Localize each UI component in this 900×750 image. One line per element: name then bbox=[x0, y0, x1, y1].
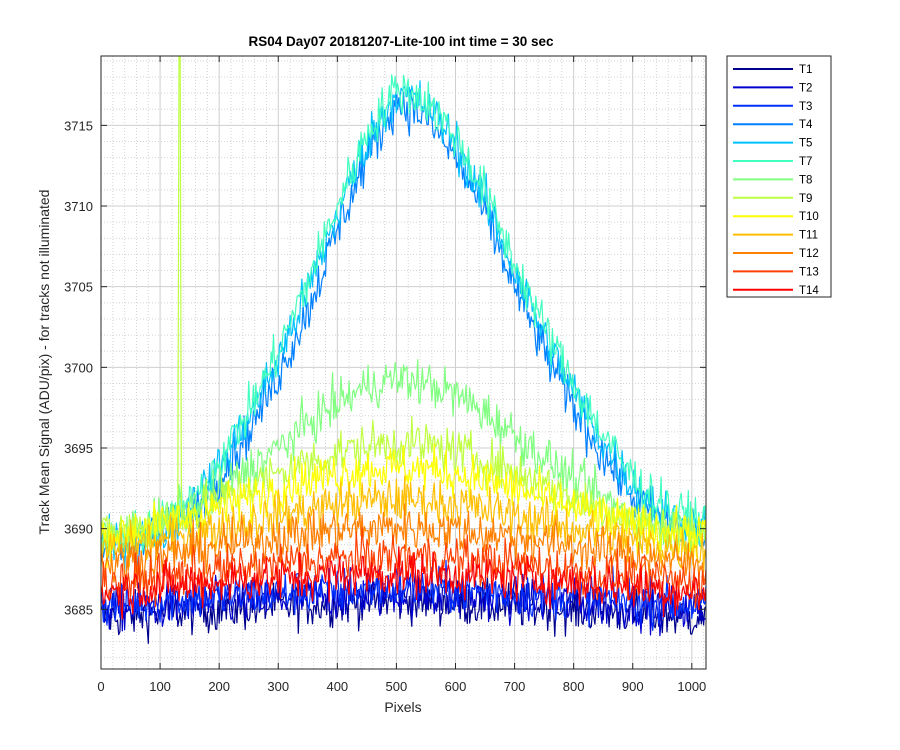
series-line-t11 bbox=[101, 475, 706, 573]
series-layer bbox=[101, 56, 706, 645]
y-tick-label: 3690 bbox=[64, 522, 93, 537]
x-tick-label: 100 bbox=[149, 679, 171, 694]
series-line-t14 bbox=[101, 546, 706, 620]
x-tick-label: 600 bbox=[445, 679, 467, 694]
legend-label-t9: T9 bbox=[799, 193, 812, 205]
series-group bbox=[101, 56, 706, 645]
series-line-t10 bbox=[101, 443, 706, 569]
x-tick-label: 800 bbox=[563, 679, 585, 694]
x-tick-label: 500 bbox=[386, 679, 408, 694]
x-tick-label: 400 bbox=[326, 679, 348, 694]
x-tick-label: 200 bbox=[208, 679, 230, 694]
x-tick-label: 300 bbox=[267, 679, 289, 694]
legend-label-t10: T10 bbox=[799, 211, 819, 223]
legend-label-t14: T14 bbox=[799, 285, 819, 297]
series-line-t9 bbox=[101, 56, 706, 552]
y-tick-label: 3710 bbox=[64, 199, 93, 214]
y-tick-label: 3715 bbox=[64, 118, 93, 133]
y-tick-label: 3705 bbox=[64, 280, 93, 295]
y-tick-label: 3685 bbox=[64, 602, 93, 617]
legend-label-t8: T8 bbox=[799, 174, 812, 186]
legend-label-t7: T7 bbox=[799, 156, 812, 168]
y-axis-title: Track Mean Signal (ADU/pix) - for tracks… bbox=[36, 190, 52, 535]
legend-label-t4: T4 bbox=[799, 119, 813, 131]
legend-label-t3: T3 bbox=[799, 101, 812, 113]
legend-label-t11: T11 bbox=[799, 230, 818, 242]
series-line-t7 bbox=[101, 74, 706, 565]
y-tick-label: 3700 bbox=[64, 360, 93, 375]
y-axis-ticks: 3685 3690 3695 3700 3705 3710 3715 bbox=[64, 118, 706, 617]
x-tick-label: 0 bbox=[97, 679, 104, 694]
x-axis-ticks: 0 100 200 300 400 500 600 700 800 900 1000 bbox=[97, 56, 706, 694]
legend-label-t12: T12 bbox=[799, 248, 819, 260]
x-tick-label: 900 bbox=[622, 679, 644, 694]
legend-label-t1: T1 bbox=[799, 64, 812, 76]
series-line-t12 bbox=[101, 503, 706, 590]
x-axis-title: Pixels bbox=[384, 699, 421, 715]
plot-area bbox=[100, 55, 707, 670]
x-tick-label: 700 bbox=[504, 679, 526, 694]
plot-frame bbox=[100, 55, 707, 670]
legend-box bbox=[726, 55, 832, 298]
legend: T1 T2 T3 T4 T5 T7 T8 T9 T10 T11 T12 T13 T14 bbox=[726, 55, 832, 298]
legend-label-t13: T13 bbox=[799, 266, 819, 278]
y-tick-label: 3695 bbox=[64, 441, 93, 456]
chart-title: RS04 Day07 20181207-Lite-100 int time = … bbox=[248, 34, 554, 49]
legend-label-t5: T5 bbox=[799, 138, 812, 150]
legend-label-t2: T2 bbox=[799, 82, 812, 94]
x-tick-label: 1000 bbox=[677, 679, 706, 694]
legend-items: T1 T2 T3 T4 T5 T7 T8 T9 T10 T11 T12 T13 T14 bbox=[733, 64, 819, 297]
plot-background bbox=[101, 56, 706, 669]
